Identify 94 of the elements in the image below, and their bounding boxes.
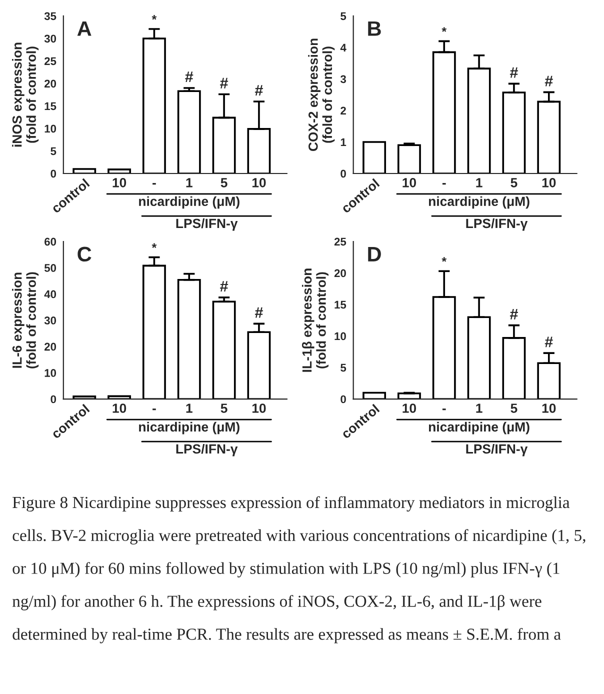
- x-tick-label: 1: [476, 178, 482, 188]
- annotation: #: [185, 72, 194, 82]
- bar: [537, 362, 561, 400]
- y-tick-label: 20: [44, 342, 56, 351]
- x-tick-label: 5: [220, 404, 228, 413]
- bar: [177, 278, 201, 400]
- y-tick-label: 10: [334, 332, 346, 340]
- y-tick-label: 15: [44, 102, 56, 110]
- annotation: #: [510, 67, 518, 78]
- annotation: #: [220, 281, 228, 292]
- x-tick-label: 5: [510, 404, 518, 413]
- y-tick-label: 10: [44, 369, 56, 377]
- x-tick-label: 10: [542, 404, 556, 413]
- x-tick-label: -: [152, 408, 156, 410]
- y-tick-label: 0: [50, 395, 56, 404]
- y-tick-label: 30: [44, 34, 56, 43]
- bar: [247, 331, 271, 400]
- y-tick-label: 20: [334, 269, 346, 278]
- y-tick-label: 50: [44, 264, 56, 272]
- x-tick-label: -: [442, 183, 446, 185]
- x-tick-label: 5: [220, 178, 228, 188]
- annotation: #: [510, 308, 518, 320]
- chart-title: D: [368, 247, 381, 262]
- y-tick-label: 3: [340, 75, 346, 84]
- y-tick-label: 35: [44, 12, 56, 20]
- y-tick-label: 2: [340, 106, 346, 115]
- x-tick-label: 10: [402, 404, 416, 413]
- y-tick-label: 0: [50, 170, 56, 178]
- chart-title: C: [78, 246, 92, 262]
- chart-title: A: [77, 21, 92, 36]
- y-tick-label: 5: [50, 147, 56, 156]
- x-tick-label: 10: [252, 404, 266, 413]
- y-tick-label: 60: [44, 238, 56, 246]
- x-tick-label: 1: [186, 404, 192, 413]
- text: LPS/IFN-γ: [176, 218, 238, 231]
- annotation: *: [442, 257, 447, 262]
- bar: [467, 68, 491, 174]
- y-axis-title: IL-6 expression (fold of control): [12, 272, 39, 368]
- y-tick-label: 30: [44, 316, 56, 324]
- text: nicardipine (μM): [428, 422, 530, 434]
- y-tick-label: 4: [340, 44, 346, 52]
- x-tick-label: 10: [252, 178, 266, 188]
- y-axis-title: iNOS expression (fold of control): [12, 42, 39, 147]
- bar: [177, 90, 201, 174]
- bar: [502, 92, 526, 174]
- y-tick-label: 40: [44, 290, 56, 298]
- annotation: *: [442, 27, 447, 32]
- y-tick-label: 15: [334, 300, 346, 309]
- chart-title: B: [368, 21, 381, 36]
- x-tick-label: -: [442, 408, 446, 410]
- x-tick-label: 10: [112, 178, 126, 188]
- y-tick-label: 25: [44, 57, 56, 66]
- x-tick-label: 1: [476, 404, 482, 413]
- caption: Figure 8 Nicardipine suppresses expression of inflammatory mediators in microglia cells. BV-2 microglia were pretreated with various concentrations of nicardipine (1, 5, or 10 μM) for 60 mins followed by stimulation with LPS (10 ng/ml) plus IFN-γ (1 ng/ml) for another 6 h. The expressions of iNOS, COX-2, IL-6, and IL-1β were determined by real-time PCR. The results are expressed as means ± S.E.M. from a: [12, 496, 586, 644]
- x-tick-label: 10: [112, 404, 126, 413]
- text: nicardipine (μM): [428, 196, 530, 209]
- bar: [362, 392, 386, 400]
- annotation: #: [254, 307, 263, 318]
- annotation: #: [544, 76, 553, 86]
- y-tick-label: 20: [44, 80, 56, 88]
- y-tick-label: 25: [334, 238, 346, 246]
- text: LPS/IFN-γ: [176, 444, 238, 456]
- text: LPS/IFN-γ: [466, 218, 528, 231]
- bar: [362, 141, 386, 174]
- text: LPS/IFN-γ: [466, 444, 528, 456]
- bar: [467, 316, 491, 400]
- x-tick-label: 1: [186, 178, 192, 188]
- bar: [247, 128, 271, 174]
- x-tick-label: 10: [542, 178, 556, 188]
- bar: [212, 300, 236, 400]
- text: nicardipine (μM): [139, 422, 240, 434]
- bar: [108, 168, 132, 174]
- text: nicardipine (μM): [139, 196, 240, 209]
- y-axis-title: COX-2 expression (fold of control): [308, 38, 335, 152]
- y-tick-label: 1: [340, 138, 346, 146]
- y-tick-label: 10: [44, 124, 56, 133]
- annotation: #: [254, 85, 263, 96]
- y-axis-title: IL-1β expression (fold of control): [302, 268, 328, 372]
- bar: [502, 337, 526, 400]
- bar: [432, 296, 456, 400]
- x-tick-label: -: [152, 183, 156, 185]
- y-tick-label: 0: [340, 170, 346, 178]
- annotation: #: [544, 336, 553, 348]
- x-tick-label: 5: [510, 178, 518, 188]
- y-tick-label: 0: [340, 395, 346, 404]
- bar: [142, 38, 166, 174]
- annotation: #: [220, 78, 228, 88]
- annotation: *: [152, 243, 157, 248]
- bar: [397, 144, 421, 174]
- annotation: *: [152, 15, 157, 20]
- y-tick-label: 5: [340, 364, 346, 372]
- x-tick-label: 10: [402, 178, 416, 188]
- y-tick-label: 5: [340, 12, 346, 20]
- bar: [72, 168, 96, 174]
